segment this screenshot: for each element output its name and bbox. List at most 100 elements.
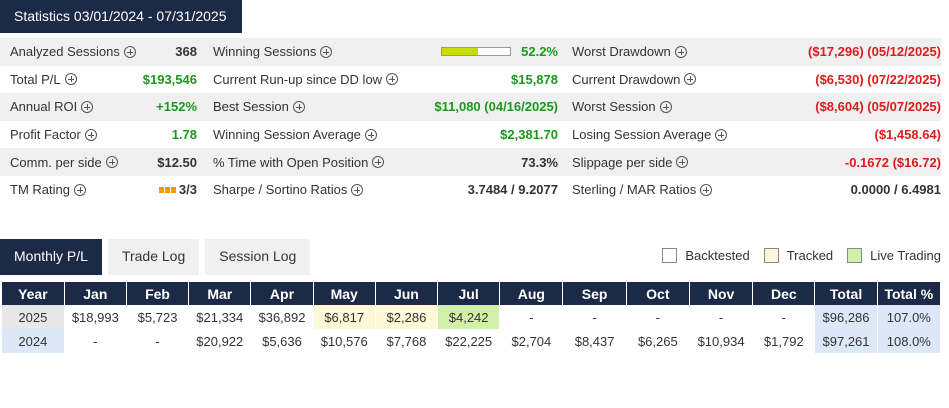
stat-label-sterling-mar-ratios: Sterling / MAR Ratios xyxy=(558,176,791,204)
expand-plus-icon[interactable] xyxy=(700,183,713,196)
legend-label: Live Trading xyxy=(870,248,941,263)
stat-label-text: Total P/L xyxy=(10,71,61,87)
stat-value-text: +152% xyxy=(156,99,197,115)
tab-session-log[interactable]: Session Log xyxy=(205,239,311,275)
expand-plus-icon[interactable] xyxy=(372,156,385,169)
stat-value-text: 368 xyxy=(175,44,197,60)
stat-label-annual-roi: Annual ROI xyxy=(0,93,135,121)
legend-label: Backtested xyxy=(685,248,750,263)
stat-value-text: 52.2% xyxy=(521,44,558,60)
stat-label-sharpe-sortino-ratios: Sharpe / Sortino Ratios xyxy=(197,176,410,204)
expand-plus-icon[interactable] xyxy=(676,156,689,169)
expand-plus-icon[interactable] xyxy=(386,73,399,86)
tab-trade-log[interactable]: Trade Log xyxy=(107,239,200,275)
column-header-sep: Sep xyxy=(562,282,627,305)
table-cell: $18,993 xyxy=(64,305,127,329)
stats-row: Comm. per side $12.50 % Time with Open Pos… xyxy=(0,148,941,176)
stat-label-slippage-per-side: Slippage per side xyxy=(558,148,791,176)
stat-label-losing-session-average: Losing Session Average xyxy=(558,121,791,149)
expand-plus-icon[interactable] xyxy=(674,45,687,58)
table-cell: $2,704 xyxy=(499,329,564,353)
stat-label-text: Losing Session Average xyxy=(572,127,712,143)
stat-label-text: Best Session xyxy=(213,99,289,115)
table-cell: - xyxy=(689,305,754,329)
expand-plus-icon[interactable] xyxy=(84,128,97,141)
column-header-year: Year xyxy=(2,282,65,305)
column-header-aug: Aug xyxy=(499,282,564,305)
table-cell: $4,242 xyxy=(437,305,501,329)
stat-label-current-drawdown: Current Drawdown xyxy=(558,66,791,94)
table-cell: - xyxy=(499,305,564,329)
table-cell: $10,934 xyxy=(689,329,754,353)
expand-plus-icon[interactable] xyxy=(659,100,672,113)
stat-value-text: ($8,604) (05/07/2025) xyxy=(815,99,941,115)
table-cell: $36,892 xyxy=(250,305,314,329)
rating-bar xyxy=(170,186,176,193)
stat-value-text: ($6,530) (07/22/2025) xyxy=(815,71,941,87)
expand-plus-icon[interactable] xyxy=(73,183,86,196)
stat-value-winning-sessions: 52.2% xyxy=(410,38,558,66)
stat-label-text: Profit Factor xyxy=(10,127,81,143)
stat-value-current-drawdown: ($6,530) (07/22/2025) xyxy=(791,66,941,94)
legend: Backtested Tracked Live Trading xyxy=(648,248,941,263)
expand-plus-icon[interactable] xyxy=(105,156,118,169)
stat-value-text: ($1,458.64) xyxy=(874,127,942,143)
legend-item-live-trading: Live Trading xyxy=(847,248,941,263)
column-header-jun: Jun xyxy=(375,282,439,305)
rating-bar xyxy=(158,186,164,193)
expand-plus-icon[interactable] xyxy=(684,73,697,86)
stat-value-sharpe-sortino-ratios: 3.7484 / 9.2077 xyxy=(410,176,558,204)
stats-row: Analyzed Sessions 368 Winning Sessions 52.2… xyxy=(0,38,941,66)
column-header-total: Total % xyxy=(877,282,942,305)
stat-label-tm-rating: TM Rating xyxy=(0,176,135,204)
table-cell: - xyxy=(752,305,816,329)
expand-plus-icon[interactable] xyxy=(64,73,77,86)
stat-label-text: Current Run-up since DD low xyxy=(213,71,383,87)
stat-value-profit-factor: 1.78 xyxy=(135,121,197,149)
expand-plus-icon[interactable] xyxy=(320,45,333,58)
stat-value-comm-per-side: $12.50 xyxy=(135,148,197,176)
expand-plus-icon[interactable] xyxy=(364,128,377,141)
table-cell: $1,792 xyxy=(752,329,816,353)
stat-value-text: -0.1672 ($16.72) xyxy=(844,154,941,170)
table-cell: $6,817 xyxy=(313,305,376,329)
stat-value-text: $11,080 (04/16/2025) xyxy=(434,99,558,115)
stat-label-text: Slippage per side xyxy=(572,154,673,170)
stat-label-text: Annual ROI xyxy=(10,99,78,115)
column-header-may: May xyxy=(313,282,376,305)
stat-label-time-with-open-position: % Time with Open Position xyxy=(197,148,410,176)
table-cell: - xyxy=(562,305,627,329)
stat-value-text: 3/3 xyxy=(178,182,197,198)
column-header-jan: Jan xyxy=(64,282,127,305)
expand-plus-icon[interactable] xyxy=(351,183,364,196)
stat-value-annual-roi: +152% xyxy=(135,93,197,121)
stat-label-winning-session-average: Winning Session Average xyxy=(197,121,410,149)
stat-value-slippage-per-side: -0.1672 ($16.72) xyxy=(791,148,941,176)
stat-value-time-with-open-position: 73.3% xyxy=(410,148,558,176)
rating-bar xyxy=(164,186,170,193)
table-cell: - xyxy=(626,305,690,329)
stat-label-analyzed-sessions: Analyzed Sessions xyxy=(0,38,136,66)
stat-label-current-run-up-since-dd-low: Current Run-up since DD low xyxy=(197,66,410,94)
expand-plus-icon[interactable] xyxy=(123,45,136,58)
expand-plus-icon[interactable] xyxy=(715,128,728,141)
tab-bar: Monthly P/L Trade Log Session Log xyxy=(0,239,316,275)
stat-label-best-session: Best Session xyxy=(197,93,410,121)
stat-value-winning-session-average: $2,381.70 xyxy=(410,121,558,149)
stat-label-text: Current Drawdown xyxy=(572,71,681,87)
legend-item-tracked: Tracked xyxy=(763,248,833,263)
column-header-oct: Oct xyxy=(626,282,690,305)
tab-monthly-p-l[interactable]: Monthly P/L xyxy=(0,239,102,275)
statistics-header: Statistics 03/01/2024 - 07/31/2025 xyxy=(0,0,242,33)
expand-plus-icon[interactable] xyxy=(81,100,94,113)
table-row: 2025 $18,993 $5,723 $21,334 $36,892 $6,817 $2,… xyxy=(2,305,942,329)
table-cell: $21,334 xyxy=(188,305,252,329)
table-header-row: Year Jan Feb Mar Apr May Jun Jul Aug Sep Oct Nov Dec… xyxy=(2,282,942,305)
table-cell: $5,636 xyxy=(250,329,314,353)
expand-plus-icon[interactable] xyxy=(292,100,305,113)
stat-value-worst-drawdown: ($17,296) (05/12/2025) xyxy=(791,38,941,66)
stats-row: Annual ROI +152% Best Session $11,080 (04/1… xyxy=(0,93,941,121)
stat-label-text: Comm. per side xyxy=(10,154,102,170)
column-header-total: Total xyxy=(814,282,878,305)
stat-value-text: $193,546 xyxy=(142,71,197,87)
